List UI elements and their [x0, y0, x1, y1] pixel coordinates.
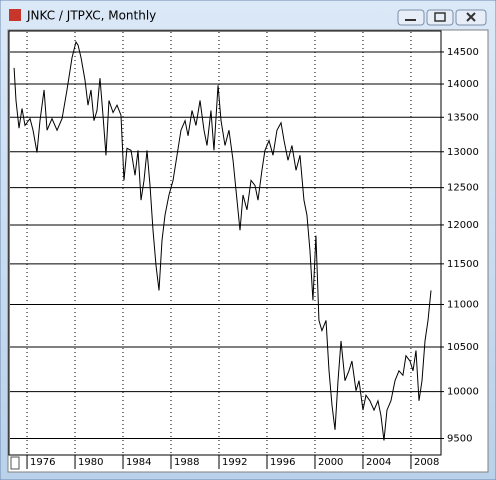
y-tick-label: 10500 [447, 342, 479, 353]
y-tick-label: 12000 [447, 220, 479, 231]
x-tick-label: 1992 [222, 457, 247, 468]
x-tick-label: 2000 [318, 457, 343, 468]
x-tick-label: 2008 [414, 457, 439, 468]
window-title: JNKC / JTPXC, Monthly [26, 9, 156, 23]
x-tick-label: 1976 [30, 457, 55, 468]
scroll-marker[interactable] [10, 456, 20, 470]
price-line [13, 40, 432, 441]
y-tick-label: 13500 [447, 112, 479, 123]
plot-border [8, 30, 442, 456]
maximize-glyph [434, 12, 446, 22]
close-glyph [466, 12, 476, 22]
maximize-button[interactable] [426, 9, 454, 26]
y-tick-label: 11500 [447, 259, 479, 270]
x-tick-label: 1984 [126, 457, 151, 468]
x-tick-label: 1980 [78, 457, 103, 468]
y-tick-label: 12500 [447, 183, 479, 194]
x-tick-label: 2004 [366, 457, 391, 468]
x-tick-label: 1996 [270, 457, 295, 468]
y-tick-label: 13000 [447, 147, 479, 158]
client-area [7, 29, 489, 473]
y-tick-label: 11000 [447, 299, 479, 310]
minimize-button[interactable] [397, 9, 425, 26]
y-tick-label: 10000 [447, 387, 479, 398]
x-tick-label: 1988 [174, 457, 199, 468]
y-tick-label: 14000 [447, 79, 479, 90]
window-icon [9, 9, 21, 21]
y-tick-label: 9500 [447, 433, 472, 444]
y-tick-label: 14500 [447, 47, 479, 58]
